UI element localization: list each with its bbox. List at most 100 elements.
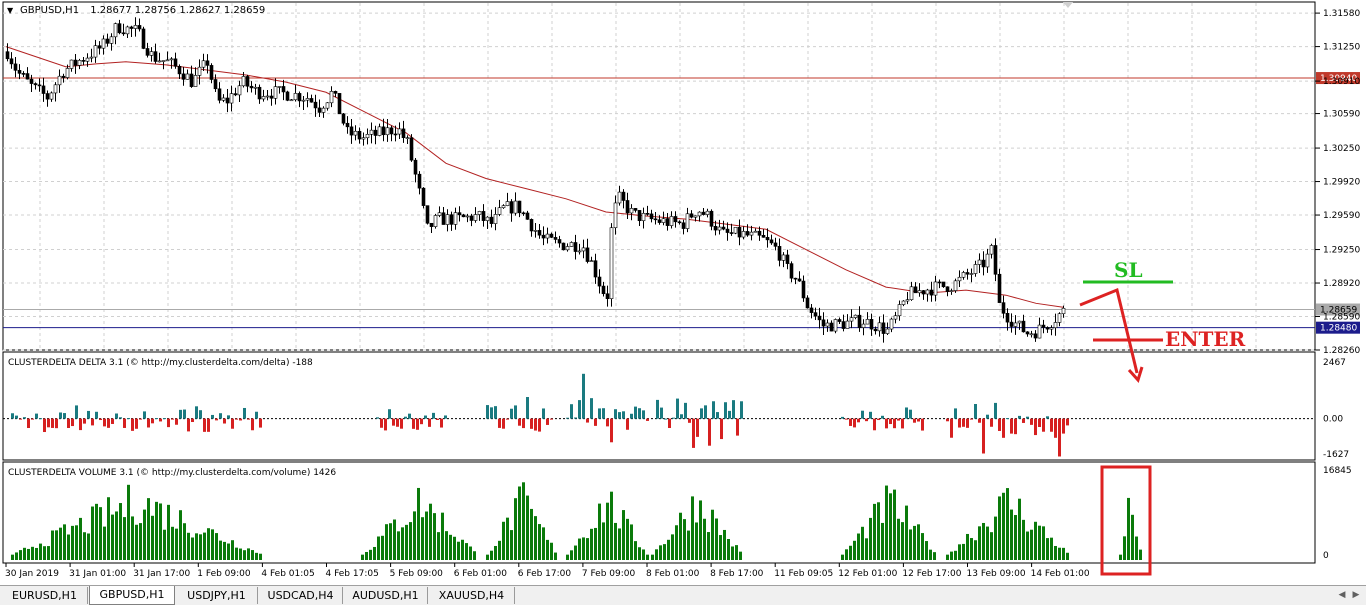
volume-bar bbox=[1018, 498, 1021, 560]
volume-bar bbox=[663, 544, 666, 560]
delta-bar bbox=[614, 409, 617, 419]
candle-body bbox=[193, 75, 198, 87]
volume-bar bbox=[247, 548, 250, 560]
volume-bar bbox=[522, 482, 525, 560]
candle-body bbox=[1045, 327, 1050, 330]
candle-body bbox=[501, 205, 506, 209]
volume-bar bbox=[538, 524, 541, 560]
candle-body bbox=[73, 59, 78, 66]
delta-bar bbox=[400, 418, 403, 429]
tab-audusd-h1[interactable]: AUDUSD,H1 bbox=[344, 587, 428, 604]
candle-body bbox=[389, 127, 394, 135]
volume-bar bbox=[413, 511, 416, 560]
chart-title-arrow-icon[interactable]: ▼ bbox=[7, 6, 14, 15]
candle-body bbox=[1029, 333, 1034, 336]
candle-body bbox=[181, 73, 186, 80]
candle-body bbox=[565, 246, 570, 251]
delta-bar bbox=[660, 407, 663, 419]
delta-bar bbox=[131, 418, 134, 431]
tab-usdjpy-h1[interactable]: USDJPY,H1 bbox=[176, 587, 258, 604]
volume-bar bbox=[115, 511, 118, 560]
symbol-tab-bar: EURUSD,H1 GBPUSD,H1 USDJPY,H1 USDCAD,H4 … bbox=[0, 585, 1366, 605]
volume-bar bbox=[35, 547, 38, 560]
candle-body bbox=[797, 278, 802, 282]
delta-bar bbox=[115, 413, 118, 419]
delta-bar bbox=[542, 408, 545, 419]
volume-bar bbox=[970, 538, 973, 560]
candle-body bbox=[549, 233, 554, 238]
volume-bar bbox=[461, 539, 464, 560]
delta-bar bbox=[582, 373, 585, 419]
candle-body bbox=[773, 242, 778, 247]
candle-body bbox=[257, 86, 262, 100]
tab-scroll-right-icon[interactable]: ▶ bbox=[1352, 590, 1360, 600]
tab-gbpusd-h1[interactable]: GBPUSD,H1 bbox=[89, 586, 175, 605]
candle-body bbox=[369, 129, 374, 135]
volume-bar bbox=[231, 540, 234, 560]
candle-body bbox=[845, 320, 850, 329]
delta-bar bbox=[921, 418, 924, 431]
level-label: 1.28480 bbox=[1320, 324, 1357, 334]
volume-bar bbox=[361, 554, 364, 560]
candle-body bbox=[593, 260, 598, 278]
scroll-marker-icon[interactable] bbox=[1063, 2, 1073, 8]
volume-bar bbox=[530, 508, 533, 560]
delta-bar bbox=[436, 418, 439, 420]
volume-bar bbox=[1006, 488, 1009, 560]
delta-bar bbox=[159, 418, 162, 422]
tab-scroll-left-icon[interactable]: ◀ bbox=[1338, 590, 1346, 600]
volume-bar bbox=[550, 542, 553, 560]
delta-bar bbox=[231, 418, 234, 429]
candle-body bbox=[405, 137, 410, 139]
delta-bar bbox=[207, 418, 210, 432]
candle-body bbox=[689, 213, 694, 218]
volume-bar bbox=[15, 552, 18, 560]
volume-bar bbox=[498, 540, 501, 560]
volume-bar bbox=[63, 524, 66, 560]
delta-bar bbox=[143, 411, 146, 419]
delta-bar bbox=[664, 418, 667, 420]
candle-body bbox=[657, 219, 662, 223]
volume-bar bbox=[19, 550, 22, 560]
candle-body bbox=[869, 319, 874, 330]
delta-bar bbox=[1002, 418, 1005, 438]
delta-bar bbox=[893, 418, 896, 429]
delta-bar bbox=[19, 418, 22, 420]
tab-xauusd-h4[interactable]: XAUUSD,H4 bbox=[429, 587, 515, 604]
candle-body bbox=[305, 98, 310, 101]
price-pane[interactable] bbox=[2, 1, 1316, 351]
candle-body bbox=[957, 276, 962, 282]
chart-title: GBPUSD,H1 bbox=[20, 5, 79, 16]
delta-bar bbox=[594, 418, 597, 426]
candle-body bbox=[953, 280, 958, 291]
delta-bar bbox=[223, 418, 226, 424]
volume-bar bbox=[913, 525, 916, 560]
candle-body bbox=[681, 222, 686, 229]
candle-body bbox=[837, 319, 842, 322]
volume-bar bbox=[602, 522, 605, 560]
delta-bar bbox=[183, 409, 186, 419]
volume-bar bbox=[679, 512, 682, 560]
candle-body bbox=[561, 242, 566, 251]
candle-body bbox=[509, 201, 514, 214]
delta-bar bbox=[416, 418, 419, 430]
candle-body bbox=[613, 202, 618, 229]
volume-bar bbox=[1030, 529, 1033, 560]
delta-bar bbox=[634, 406, 637, 419]
volume-bar bbox=[901, 522, 904, 560]
delta-tick-label: 0.00 bbox=[1323, 415, 1343, 425]
delta-bar bbox=[127, 418, 130, 420]
tab-usdcad-h4[interactable]: USDCAD,H4 bbox=[259, 587, 343, 604]
volume-bar bbox=[377, 536, 380, 560]
volume-bar bbox=[986, 526, 989, 560]
price-tick-label: 1.29590 bbox=[1323, 211, 1360, 221]
tab-eurusd-h1[interactable]: EURUSD,H1 bbox=[2, 587, 88, 604]
candle-body bbox=[253, 86, 258, 89]
volume-bar bbox=[1002, 492, 1005, 560]
volume-bar bbox=[978, 526, 981, 560]
volume-bar bbox=[582, 537, 585, 560]
delta-bar bbox=[570, 404, 573, 419]
delta-bar bbox=[71, 418, 74, 427]
delta-bar bbox=[638, 408, 641, 419]
candle-body bbox=[249, 85, 254, 89]
